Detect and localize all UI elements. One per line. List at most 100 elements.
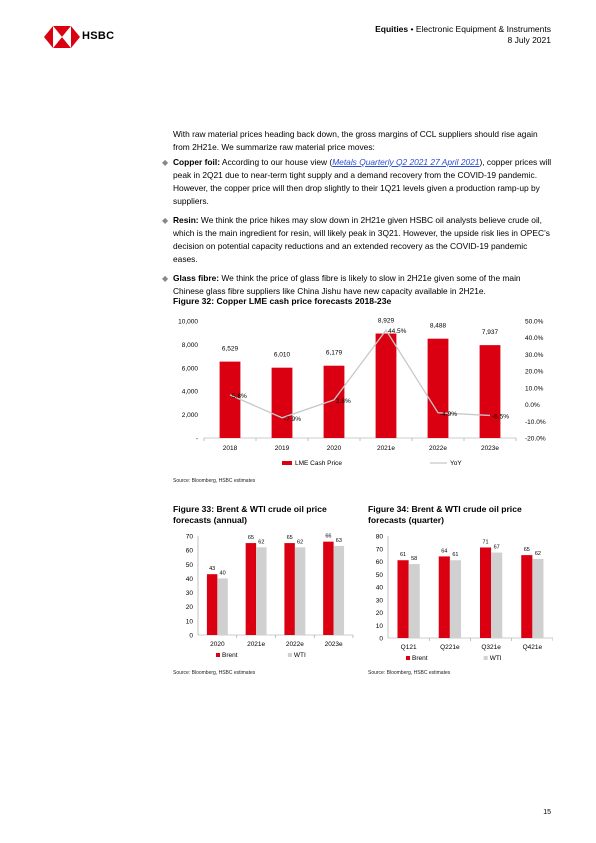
bar-value-label: 6,179 xyxy=(326,350,343,357)
bar-value-label: 64 xyxy=(441,548,447,554)
y-tick-label: 40 xyxy=(186,576,194,583)
y-tick-label: 40 xyxy=(376,585,384,592)
yoy-value-label: 2.8% xyxy=(336,398,351,405)
figure-32-source: Source: Bloomberg, HSBC estimates xyxy=(173,478,256,484)
wti-bar xyxy=(333,545,345,635)
legend-swatch xyxy=(216,653,220,657)
oil-quarterly-chart: 0 10 20 30 40 50 60 70 80 Q121 61 58 Q221e 64 61 Q321e 7… xyxy=(376,534,553,662)
diamond-bullet-icon: ◆ xyxy=(162,216,169,225)
legend-label: WTI xyxy=(490,655,502,662)
bar-value-label: 63 xyxy=(336,538,342,544)
y-tick-label: 30 xyxy=(186,590,194,597)
bar-value-label: 62 xyxy=(535,551,541,557)
bar-value-label: 66 xyxy=(325,534,331,540)
x-tick-label: Q321e xyxy=(481,644,501,651)
legend-swatch xyxy=(483,656,488,660)
bar-value-label: 65 xyxy=(248,535,254,541)
figure-32-title: Figure 32: Copper LME cash price forecas… xyxy=(173,296,392,306)
legend-swatch xyxy=(287,653,292,657)
y-tick-label: 0 xyxy=(189,633,193,640)
y-tick-label: - xyxy=(196,436,198,443)
legend-label: WTI xyxy=(294,652,306,659)
yoy-value-label: -7.9% xyxy=(284,416,301,423)
y-tick-label: 30 xyxy=(376,597,384,604)
x-tick-label: 2020 xyxy=(327,445,342,452)
lme-price-bar xyxy=(427,338,449,438)
x-tick-label: 2021e xyxy=(247,641,265,648)
wti-bar xyxy=(408,564,420,638)
lme-price-bar xyxy=(271,367,293,438)
lme-price-bar xyxy=(323,365,345,438)
yoy-value-label: 44.5% xyxy=(388,328,407,335)
bullet-list: ◆ Copper foil: According to our house vi… xyxy=(162,156,553,304)
subsection-label: Electronic Equipment & Instruments xyxy=(415,24,551,34)
x-tick-label: 2022e xyxy=(286,641,304,648)
bullet-dot: • xyxy=(410,24,414,34)
y-tick-label: 10 xyxy=(376,623,384,630)
y2-tick-label: 10.0% xyxy=(525,385,544,392)
y-tick-label: 20 xyxy=(376,610,384,617)
bar-value-label: 67 xyxy=(494,545,500,551)
bullet-text: We think the price of glass fibre is lik… xyxy=(173,273,521,296)
y-tick-label: 70 xyxy=(376,546,384,553)
bar-value-label: 58 xyxy=(411,556,417,562)
y2-tick-label: 30.0% xyxy=(525,352,544,359)
oil-annual-chart: 0 10 20 30 40 50 60 70 2020 43 40 2021e 65 62 2022e 65 6… xyxy=(186,534,354,659)
lme-price-bar xyxy=(219,361,241,438)
figure-33-title: Figure 33: Brent & WTI crude oil price f… xyxy=(173,504,327,525)
bar-value-label: 6,529 xyxy=(222,346,239,353)
x-tick-label: 2020 xyxy=(210,641,225,648)
bar-value-label: 40 xyxy=(220,570,226,576)
x-tick-label: 2023e xyxy=(481,445,499,452)
yoy-value-label: -4.9% xyxy=(440,411,457,418)
y-tick-label: 20 xyxy=(186,604,194,611)
wti-bar xyxy=(294,547,306,635)
yoy-value-label: -6.5% xyxy=(492,413,509,420)
diamond-bullet-icon: ◆ xyxy=(162,274,169,283)
y-tick-label: 80 xyxy=(376,534,384,541)
legend-label: Brent xyxy=(222,652,238,659)
legend-label: Brent xyxy=(412,655,428,662)
brent-bar xyxy=(245,543,257,635)
bar-value-label: 71 xyxy=(482,539,488,545)
y-tick-label: 2,000 xyxy=(182,412,199,419)
y-tick-label: 0 xyxy=(379,636,383,643)
yoy-value-label: 5.8% xyxy=(232,393,247,400)
page-number: 15 xyxy=(543,809,551,816)
brent-bar xyxy=(206,574,218,635)
y2-tick-label: 20.0% xyxy=(525,369,544,376)
y2-tick-label: -20.0% xyxy=(525,436,546,443)
x-tick-label: 2021e xyxy=(377,445,395,452)
report-header: Equities • Electronic Equipment & Instru… xyxy=(375,24,551,46)
hsbc-logo-icon xyxy=(44,26,80,48)
figure-34-title: Figure 34: Brent & WTI crude oil price f… xyxy=(368,504,522,525)
x-tick-label: Q121 xyxy=(401,644,417,651)
y-tick-label: 10,000 xyxy=(178,319,198,326)
wti-bar xyxy=(256,547,267,635)
y-tick-label: 10 xyxy=(186,618,194,625)
bullet-title: Glass fibre: xyxy=(173,273,220,283)
bar-value-label: 43 xyxy=(209,566,215,572)
x-tick-label: 2023e xyxy=(325,641,343,648)
y-tick-label: 60 xyxy=(186,548,194,555)
x-tick-label: Q221e xyxy=(440,644,460,651)
bullet-resin: ◆ Resin: We think the price hikes may sl… xyxy=(162,214,553,266)
x-tick-label: 2018 xyxy=(223,445,238,452)
metals-quarterly-link[interactable]: Metals Quarterly Q2 2021 27 April 2021 xyxy=(332,157,480,167)
bar-value-label: 7,937 xyxy=(482,329,499,336)
wti-bar xyxy=(449,560,462,638)
yoy-line xyxy=(229,329,491,419)
figure-34-source: Source: Bloomberg, HSBC estimates xyxy=(368,670,451,676)
figure-33-source: Source: Bloomberg, HSBC estimates xyxy=(173,670,256,676)
y2-tick-label: 0.0% xyxy=(525,402,540,409)
y2-tick-label: 40.0% xyxy=(525,335,544,342)
bullet-text: ), copper prices will peak in 2Q21 due t… xyxy=(173,157,552,206)
y2-tick-label: 50.0% xyxy=(525,319,544,326)
y2-tick-label: -10.0% xyxy=(525,419,546,426)
bar-value-label: 8,488 xyxy=(430,323,447,330)
y-tick-label: 8,000 xyxy=(182,342,199,349)
x-tick-label: Q421e xyxy=(523,644,543,651)
bar-value-label: 61 xyxy=(400,552,406,558)
wti-bar xyxy=(532,558,544,638)
brent-bar xyxy=(438,556,450,638)
